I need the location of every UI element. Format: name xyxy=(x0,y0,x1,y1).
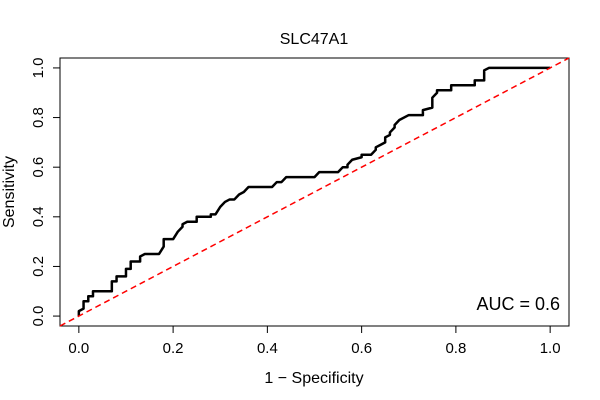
y-axis: 0.0 0.2 0.4 0.6 0.8 1.0 xyxy=(30,57,61,327)
series-layer xyxy=(59,57,570,327)
x-tick-label: 0.2 xyxy=(163,340,184,357)
y-tick-label: 0.2 xyxy=(30,256,47,277)
y-tick-label: 1.0 xyxy=(30,57,47,78)
y-tick-label: 0.4 xyxy=(30,206,47,227)
reference-diagonal-line xyxy=(59,57,570,327)
roc-curve xyxy=(77,66,551,317)
y-tick-label: 0.6 xyxy=(30,157,47,178)
auc-annotation: AUC = 0.6 xyxy=(476,294,560,314)
y-axis-label: Sensitivity xyxy=(1,156,18,228)
y-tick-label: 0.8 xyxy=(30,107,47,128)
x-tick-label: 0.6 xyxy=(351,340,372,357)
chart-title: SLC47A1 xyxy=(280,31,349,48)
x-tick-label: 1.0 xyxy=(540,340,561,357)
x-tick-label: 0.8 xyxy=(445,340,466,357)
x-axis: 0.0 0.2 0.4 0.6 0.8 1.0 xyxy=(68,325,561,357)
plot-frame xyxy=(59,57,570,327)
x-tick-label: 0.4 xyxy=(257,340,278,357)
x-tick-label: 0.0 xyxy=(68,340,89,357)
x-axis-label: 1 − Specificity xyxy=(264,370,363,387)
y-tick-label: 0.0 xyxy=(30,306,47,327)
